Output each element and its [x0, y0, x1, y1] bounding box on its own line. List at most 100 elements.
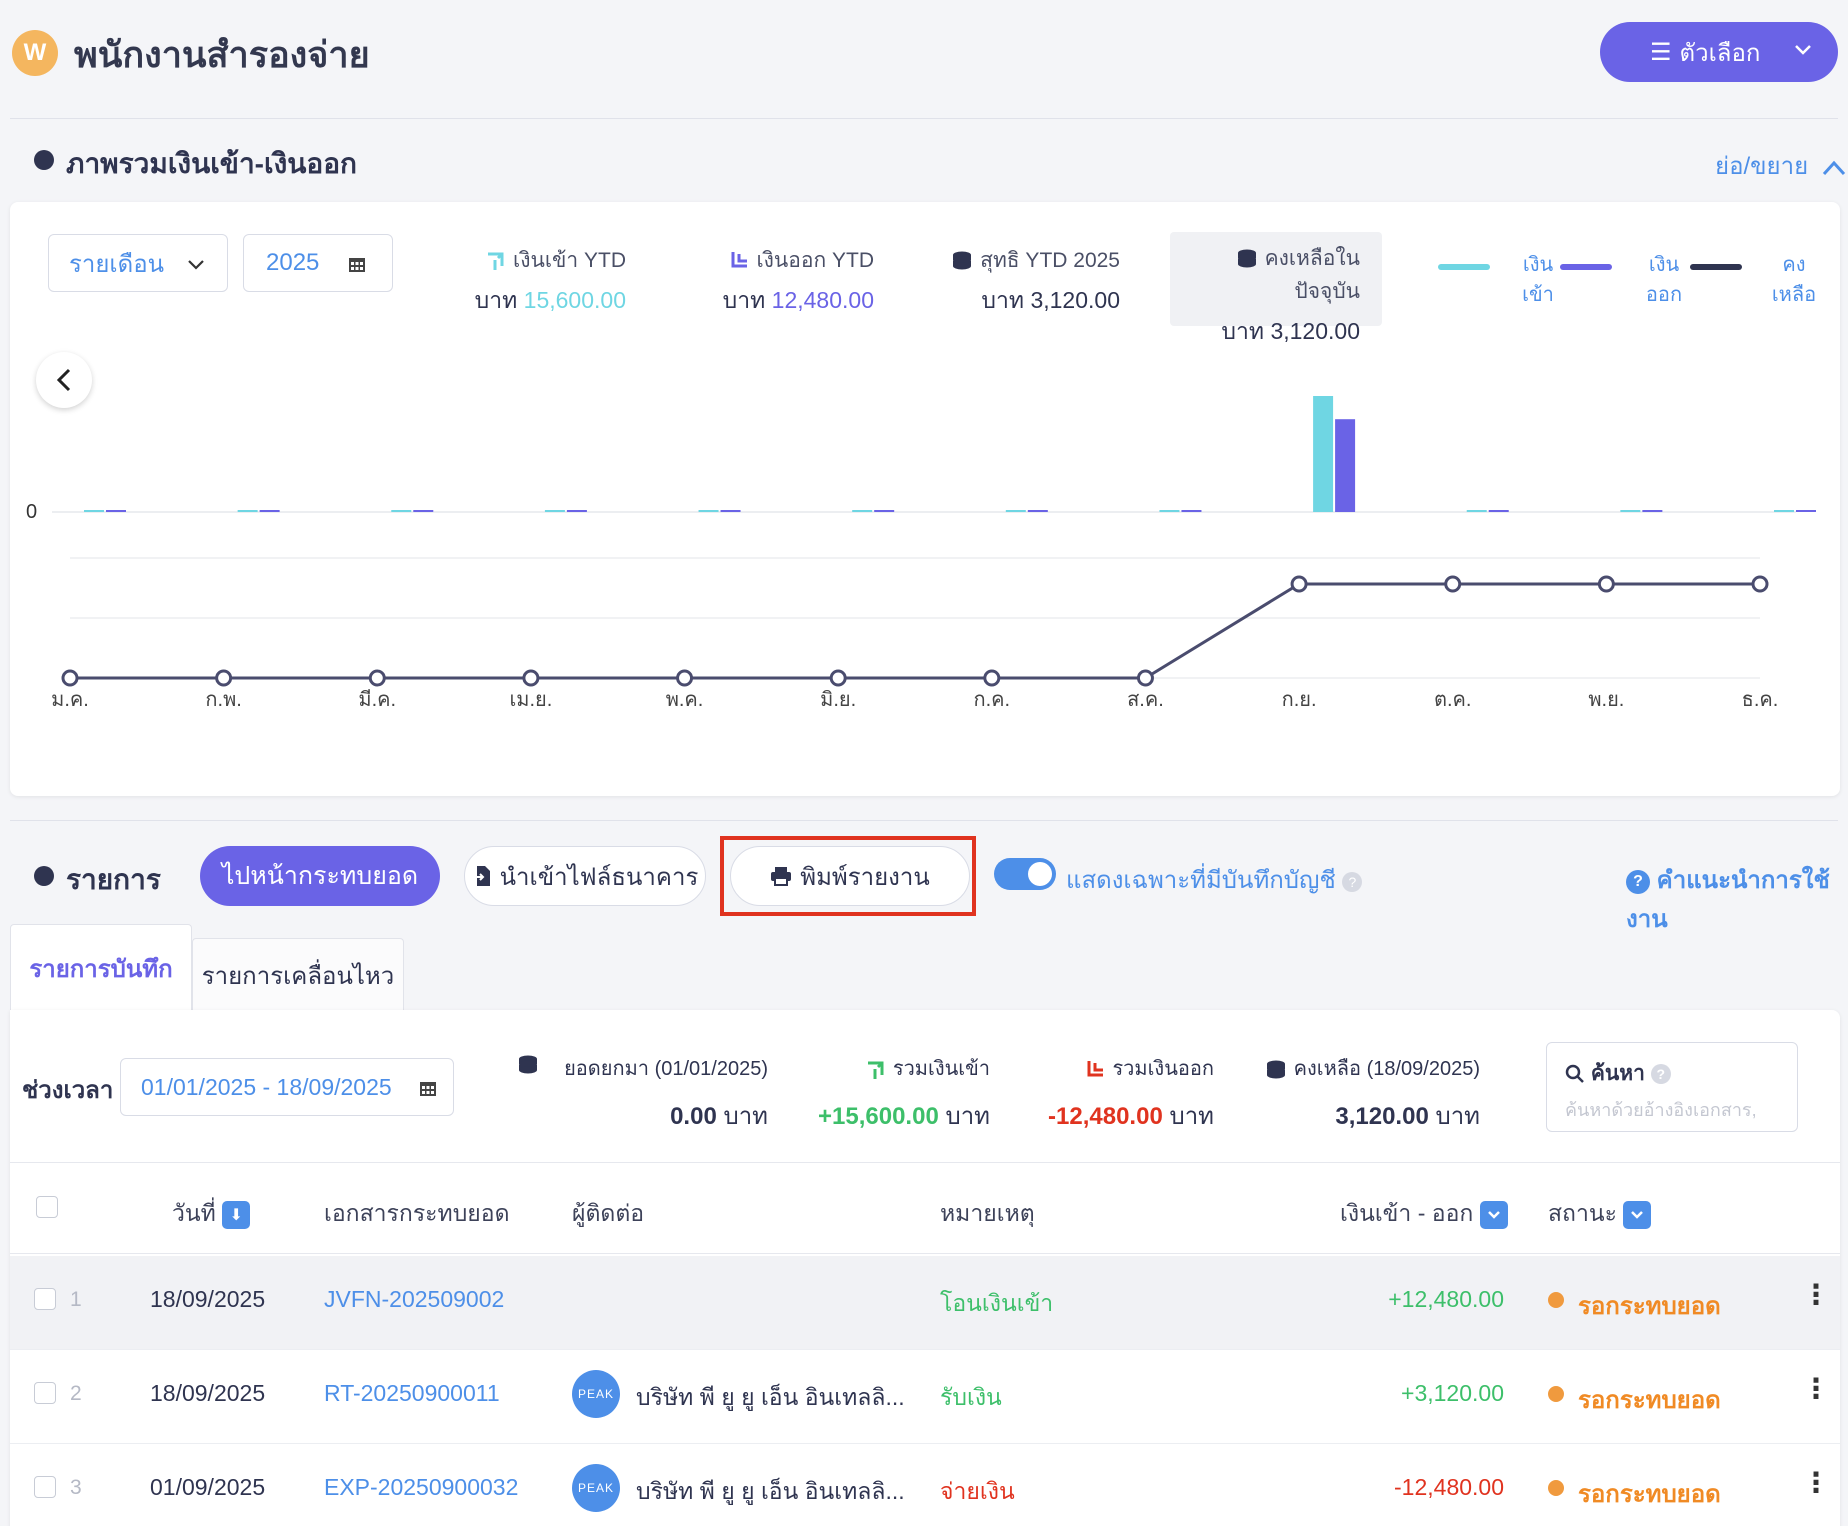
stat-out-ytd: เงินออก YTD บาท 12,480.00: [660, 244, 874, 319]
stat-out-value: 12,480.00: [771, 287, 874, 313]
bar-in: [1774, 510, 1794, 512]
table-row[interactable]: [10, 1256, 1840, 1350]
legend-in-line1: เงิน: [1522, 254, 1554, 276]
summary-out-currency: บาท: [1169, 1103, 1214, 1130]
row-contact[interactable]: บริษัท พี ยู ยู เอ็น อินเทลลิ...: [636, 1384, 905, 1410]
row-date: 01/09/2025: [150, 1474, 266, 1500]
more-options-icon[interactable]: ⋮: [1802, 1467, 1830, 1498]
col-doc: เอกสารกระทบยอด: [324, 1200, 510, 1226]
usage-guide-link[interactable]: ? คำแนะนำการใช้งาน: [1626, 860, 1848, 938]
row-amount: +3,120.00: [1401, 1380, 1504, 1406]
bar-in: [1620, 510, 1641, 512]
row-contact[interactable]: บริษัท พี ยู ยู เอ็น อินเทลลิ...: [636, 1478, 905, 1504]
chevron-left-icon: [56, 368, 71, 392]
summary-out-value: -12,480.00: [1048, 1103, 1163, 1130]
table-row[interactable]: [10, 1350, 1840, 1444]
year-picker[interactable]: 2025: [243, 234, 393, 292]
row-note: โอนเงินเข้า: [940, 1290, 1054, 1316]
col-amount[interactable]: เงินเข้า - ออก: [1340, 1196, 1508, 1232]
search-icon: [1565, 1065, 1584, 1084]
row-checkbox[interactable]: [34, 1382, 56, 1404]
filter-dropdown-icon[interactable]: [1479, 1200, 1508, 1229]
print-report-button[interactable]: พิมพ์รายงาน: [730, 846, 970, 906]
date-range-value: 01/01/2025 - 18/09/2025: [141, 1073, 392, 1100]
menu-icon: ☰: [1650, 38, 1672, 66]
sort-down-icon[interactable]: ⬇: [222, 1200, 251, 1229]
bar-in: [698, 510, 719, 512]
search-box[interactable]: ค้นหา ? ค้นหาด้วยอ้างอิงเอกสาร,: [1546, 1042, 1798, 1132]
stat-out-label: เงินออก YTD: [756, 249, 874, 272]
bar-in: [544, 510, 565, 512]
row-doc-link[interactable]: EXP-20250900032: [324, 1474, 519, 1500]
collapse-toggle[interactable]: ย่อ/ขยาย: [1715, 146, 1847, 185]
row-doc-link[interactable]: RT-20250900011: [324, 1380, 500, 1406]
chart-prev-button[interactable]: [36, 352, 92, 408]
balance-point: [368, 669, 386, 687]
row-note: จ่ายเงิน: [940, 1478, 1015, 1504]
status-dot: [1548, 1480, 1564, 1496]
legend-swatch-in: [1438, 264, 1490, 270]
tab-recorded[interactable]: รายการบันทึก: [10, 924, 192, 1012]
legend-bal[interactable]: คง เหลือ: [1764, 250, 1824, 310]
stat-in-value: 15,600.00: [523, 287, 626, 313]
section-divider: [10, 820, 1838, 821]
more-options-icon[interactable]: ⋮: [1802, 1279, 1830, 1310]
summary-bal-label: คงเหลือ (18/09/2025): [1293, 1058, 1480, 1080]
row-amount: +12,480.00: [1388, 1286, 1504, 1312]
cashflow-chart: 0 ม.ค. ก.พ. มี.ค. เม.ย. พ.ค. มิ.ย. ก.ค. ส.ค. ก.ย.…: [26, 396, 1816, 711]
x-tick-label: ต.ค.: [1434, 689, 1471, 711]
bar-in: [852, 510, 873, 512]
row-note: รับเงิน: [940, 1384, 1002, 1410]
money-in-icon: [868, 1061, 884, 1079]
money-in-icon: [488, 252, 504, 271]
status-dot: [1548, 1386, 1564, 1402]
x-tick-label: ก.ย.: [1282, 689, 1317, 711]
legend-out-line2: ออก: [1645, 284, 1683, 306]
options-button[interactable]: ☰ ตัวเลือก: [1600, 22, 1838, 82]
bar-out: [1027, 510, 1048, 512]
goto-ledger-button[interactable]: ไปหน้ากระทบยอด: [200, 846, 440, 906]
help-tooltip-icon[interactable]: ?: [1650, 1064, 1671, 1085]
x-tick-label: ส.ค.: [1127, 689, 1164, 711]
stat-in-ytd: เงินเข้า YTD บาท 15,600.00: [430, 244, 626, 319]
row-checkbox[interactable]: [34, 1288, 56, 1310]
help-tooltip-icon[interactable]: ?: [1342, 871, 1363, 892]
coins-icon: [519, 1055, 537, 1074]
stat-net-ytd: สุทธิ YTD 2025 บาท 3,120.00: [920, 244, 1120, 319]
row-date: 18/09/2025: [150, 1286, 266, 1312]
search-input[interactable]: ค้นหาด้วยอ้างอิงเอกสาร,: [1565, 1100, 1757, 1120]
bar-in: [1466, 510, 1487, 512]
period-select[interactable]: รายเดือน: [48, 234, 228, 292]
col-date[interactable]: วันที่ ⬇: [172, 1196, 251, 1232]
options-label: ตัวเลือก: [1679, 39, 1761, 67]
contact-avatar: PEAK: [572, 1370, 620, 1418]
period-select-value: รายเดือน: [69, 250, 165, 278]
legend-out[interactable]: เงิน ออก: [1634, 250, 1694, 310]
transactions-title: รายการ: [66, 864, 161, 895]
more-options-icon[interactable]: ⋮: [1802, 1373, 1830, 1404]
row-doc-link[interactable]: JVFN-202509002: [324, 1286, 505, 1312]
import-bank-button[interactable]: นำเข้าไฟล์ธนาคาร: [464, 846, 706, 906]
bar-out: [106, 510, 126, 512]
bar-zero-label: 0: [26, 501, 37, 523]
filter-dropdown-icon[interactable]: [1623, 1200, 1652, 1229]
row-number: 2: [70, 1382, 82, 1405]
balance-point: [829, 669, 847, 687]
show-recorded-toggle[interactable]: [994, 858, 1056, 890]
status-dot: [1548, 1292, 1564, 1308]
tab-movements[interactable]: รายการเคลื่อนไหว: [192, 938, 404, 1012]
table-row[interactable]: [10, 1444, 1840, 1526]
import-bank-label: นำเข้าไฟล์ธนาคาร: [499, 863, 699, 891]
legend-in[interactable]: เงิน เข้า: [1508, 250, 1568, 310]
balance-line: [70, 582, 1760, 680]
row-date: 18/09/2025: [150, 1380, 266, 1406]
row-checkbox[interactable]: [34, 1476, 56, 1498]
col-status[interactable]: สถานะ: [1548, 1196, 1652, 1232]
summary-carry: ยอดยกมา (01/01/2025) 0.00 บาท: [516, 1052, 768, 1135]
question-icon: ?: [1626, 869, 1650, 894]
select-all-checkbox[interactable]: [36, 1196, 58, 1218]
balance-point: [983, 669, 1001, 687]
date-range-picker[interactable]: 01/01/2025 - 18/09/2025: [120, 1058, 454, 1116]
summary-in: รวมเงินเข้า +15,600.00 บาท: [810, 1052, 990, 1135]
row-status: รอกระทบยอด: [1578, 1481, 1721, 1508]
